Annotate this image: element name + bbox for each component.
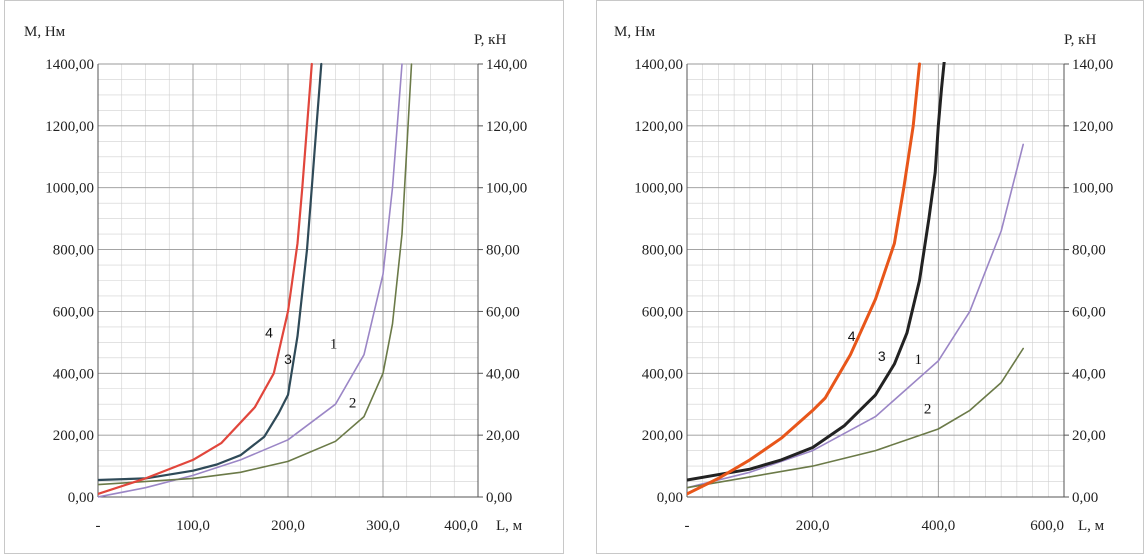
chart-panel-left: 0,00 200,00 400,00 600,00 800,00 1000,00 1200,… bbox=[4, 0, 564, 554]
y-left-tick-label: 1400,00 bbox=[634, 57, 683, 73]
x-tick-label: 400,0 bbox=[444, 518, 478, 534]
y-right-tick-label: 80,00 bbox=[486, 243, 520, 259]
y-left-tick-label: 400,00 bbox=[53, 366, 94, 382]
x-tick-label: 300,0 bbox=[366, 518, 400, 534]
y-right-tick-label: 20,00 bbox=[486, 428, 520, 444]
series-line-1 bbox=[687, 143, 1025, 489]
y-left-tick-label: 1200,00 bbox=[45, 119, 94, 135]
y-right-tick-label: 140,00 bbox=[1072, 57, 1113, 73]
series-line-4 bbox=[98, 62, 313, 495]
y-left-axis-label: M, Нм bbox=[614, 24, 656, 40]
curve-label-2: 2 bbox=[924, 401, 932, 417]
y-left-tick-label: 600,00 bbox=[53, 304, 94, 320]
y-left-tick-label: 200,00 bbox=[642, 428, 683, 444]
series-group bbox=[687, 62, 1025, 496]
y-right-tick-label: 120,00 bbox=[486, 119, 527, 135]
x-tick-label: 100,0 bbox=[176, 518, 210, 534]
y-left-tick-label: 1400,00 bbox=[45, 57, 94, 73]
y-left-tick-label: 0,00 bbox=[657, 490, 683, 506]
y-left-tick-label: 600,00 bbox=[642, 304, 683, 320]
curve-label-1: 1 bbox=[914, 352, 922, 368]
chart-frame bbox=[4, 0, 564, 554]
curve-label-3: 3 bbox=[284, 351, 292, 367]
x-tick-label: - bbox=[96, 518, 101, 534]
series-line-1 bbox=[98, 63, 403, 498]
y-left-tick-label: 1000,00 bbox=[45, 181, 94, 197]
series-group bbox=[98, 62, 413, 498]
y-right-tick-label: 120,00 bbox=[1072, 119, 1113, 135]
x-axis-label: L, м bbox=[496, 518, 523, 534]
y-left-tick-label: 200,00 bbox=[53, 428, 94, 444]
y-right-tick-label: 20,00 bbox=[1072, 428, 1106, 444]
y-right-tick-label: 40,00 bbox=[1072, 366, 1106, 382]
curve-label-3: 3 bbox=[878, 348, 886, 364]
y-right-tick-label: 0,00 bbox=[486, 490, 512, 506]
y-right-tick-label: 100,00 bbox=[1072, 181, 1113, 197]
x-tick-label: 200,0 bbox=[796, 518, 830, 534]
y-right-tick-label: 100,00 bbox=[486, 181, 527, 197]
series-line-2 bbox=[687, 347, 1025, 489]
y-left-tick-label: 400,00 bbox=[642, 366, 683, 382]
y-right-tick-label: 80,00 bbox=[1072, 243, 1106, 259]
y-right-tick-label: 60,00 bbox=[1072, 304, 1106, 320]
curve-label-2: 2 bbox=[349, 395, 357, 411]
chart-frame bbox=[596, 0, 1144, 554]
minor-grid bbox=[686, 63, 1065, 498]
y-left-tick-label: 800,00 bbox=[53, 243, 94, 259]
y-left-tick-label: 800,00 bbox=[642, 243, 683, 259]
y-right-axis-label: P, кН bbox=[1064, 32, 1096, 48]
series-line-3 bbox=[98, 62, 323, 482]
y-right-tick-label: 40,00 bbox=[486, 366, 520, 382]
curve-label-1: 1 bbox=[330, 337, 338, 353]
y-right-tick-label: 0,00 bbox=[1072, 490, 1098, 506]
series-line-3 bbox=[687, 62, 946, 482]
y-left-tick-label: 0,00 bbox=[68, 490, 94, 506]
y-left-tick-label: 1000,00 bbox=[634, 181, 683, 197]
y-left-tick-label: 1200,00 bbox=[634, 119, 683, 135]
curve-label-4: 4 bbox=[848, 328, 856, 344]
chart-left-svg: 0,00200,00400,00600,00800,001000,001200,… bbox=[4, 0, 564, 554]
y-right-tick-label: 140,00 bbox=[486, 57, 527, 73]
y-right-tick-label: 60,00 bbox=[486, 304, 520, 320]
chart-panel-right: 0,00 200,00 400,00 600,00 800,00 1000,00 1200,… bbox=[596, 0, 1144, 554]
curve-label-4: 4 bbox=[265, 325, 273, 341]
x-tick-label: 400,0 bbox=[921, 518, 955, 534]
y-right-axis-label: P, кН bbox=[474, 32, 506, 48]
x-tick-label: 600,0 bbox=[1030, 518, 1064, 534]
x-tick-label: - bbox=[685, 518, 690, 534]
y-left-axis-label: M, Нм bbox=[24, 24, 66, 40]
x-tick-label: 200,0 bbox=[271, 518, 305, 534]
series-line-4 bbox=[687, 62, 921, 496]
x-axis-label: L, м bbox=[1078, 518, 1105, 534]
chart-right-svg: 0,00200,00400,00600,00800,001000,001200,… bbox=[596, 0, 1144, 554]
series-line-2 bbox=[98, 63, 413, 486]
